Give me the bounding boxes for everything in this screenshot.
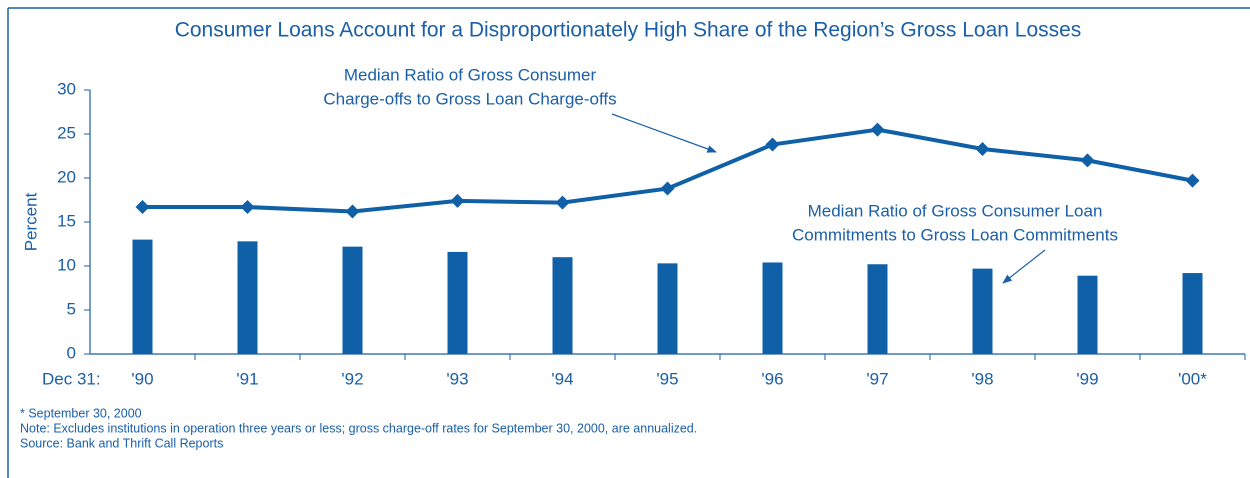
footnote: * September 30, 2000: [20, 406, 142, 420]
marker: [975, 141, 990, 156]
x-tick-label: '90: [131, 369, 153, 388]
x-tick-label: '92: [341, 369, 363, 388]
marker: [765, 137, 780, 152]
bar: [237, 241, 258, 354]
x-tick-label: '99: [1076, 369, 1098, 388]
marker: [660, 181, 675, 196]
y-tick-label: 25: [57, 123, 76, 142]
bar: [1182, 273, 1203, 354]
y-axis-label: Percent: [21, 192, 40, 251]
bar: [762, 262, 783, 354]
annotation-arrow: [611, 113, 717, 153]
marker: [1080, 153, 1095, 168]
y-tick-label: 15: [57, 211, 76, 230]
marker: [345, 204, 360, 219]
x-tick-label: '93: [446, 369, 468, 388]
line: [142, 127, 1193, 214]
x-tick-label: '91: [236, 369, 258, 388]
bar: [972, 268, 993, 354]
annotation: Median Ratio of Gross Consumer Loan: [808, 201, 1103, 220]
y-tick-label: 5: [67, 299, 76, 318]
bar: [657, 263, 678, 354]
bar: [132, 239, 153, 354]
y-tick-label: 10: [57, 255, 76, 274]
bar: [447, 251, 468, 354]
marker: [135, 200, 150, 215]
marker: [240, 200, 255, 215]
bar: [342, 246, 363, 354]
marker: [555, 195, 570, 210]
x-axis-label: Dec 31:: [42, 369, 101, 388]
x-tick-label: '00*: [1178, 369, 1207, 388]
annotation: Commitments to Gross Loan Commitments: [792, 225, 1118, 244]
annotation: Charge-offs to Gross Loan Charge-offs: [323, 89, 616, 108]
x-tick-label: '95: [656, 369, 678, 388]
bar: [1077, 275, 1098, 354]
y-tick-label: 30: [57, 79, 76, 98]
x-tick-label: '94: [551, 369, 573, 388]
annotation-arrow: [1002, 249, 1046, 284]
y-tick-label: 0: [67, 343, 76, 362]
marker: [870, 122, 885, 137]
footnote: Source: Bank and Thrift Call Reports: [20, 436, 223, 450]
bar: [552, 257, 573, 354]
marker: [450, 193, 465, 208]
x-tick-label: '96: [761, 369, 783, 388]
x-tick-label: '97: [866, 369, 888, 388]
footnote: Note: Excludes institutions in operation…: [20, 421, 697, 435]
bar: [867, 264, 888, 354]
marker: [1185, 173, 1200, 188]
x-tick-label: '98: [971, 369, 993, 388]
y-tick-label: 20: [57, 167, 76, 186]
chart-title: Consumer Loans Account for a Disproporti…: [175, 19, 1082, 42]
annotation: Median Ratio of Gross Consumer: [344, 65, 597, 84]
